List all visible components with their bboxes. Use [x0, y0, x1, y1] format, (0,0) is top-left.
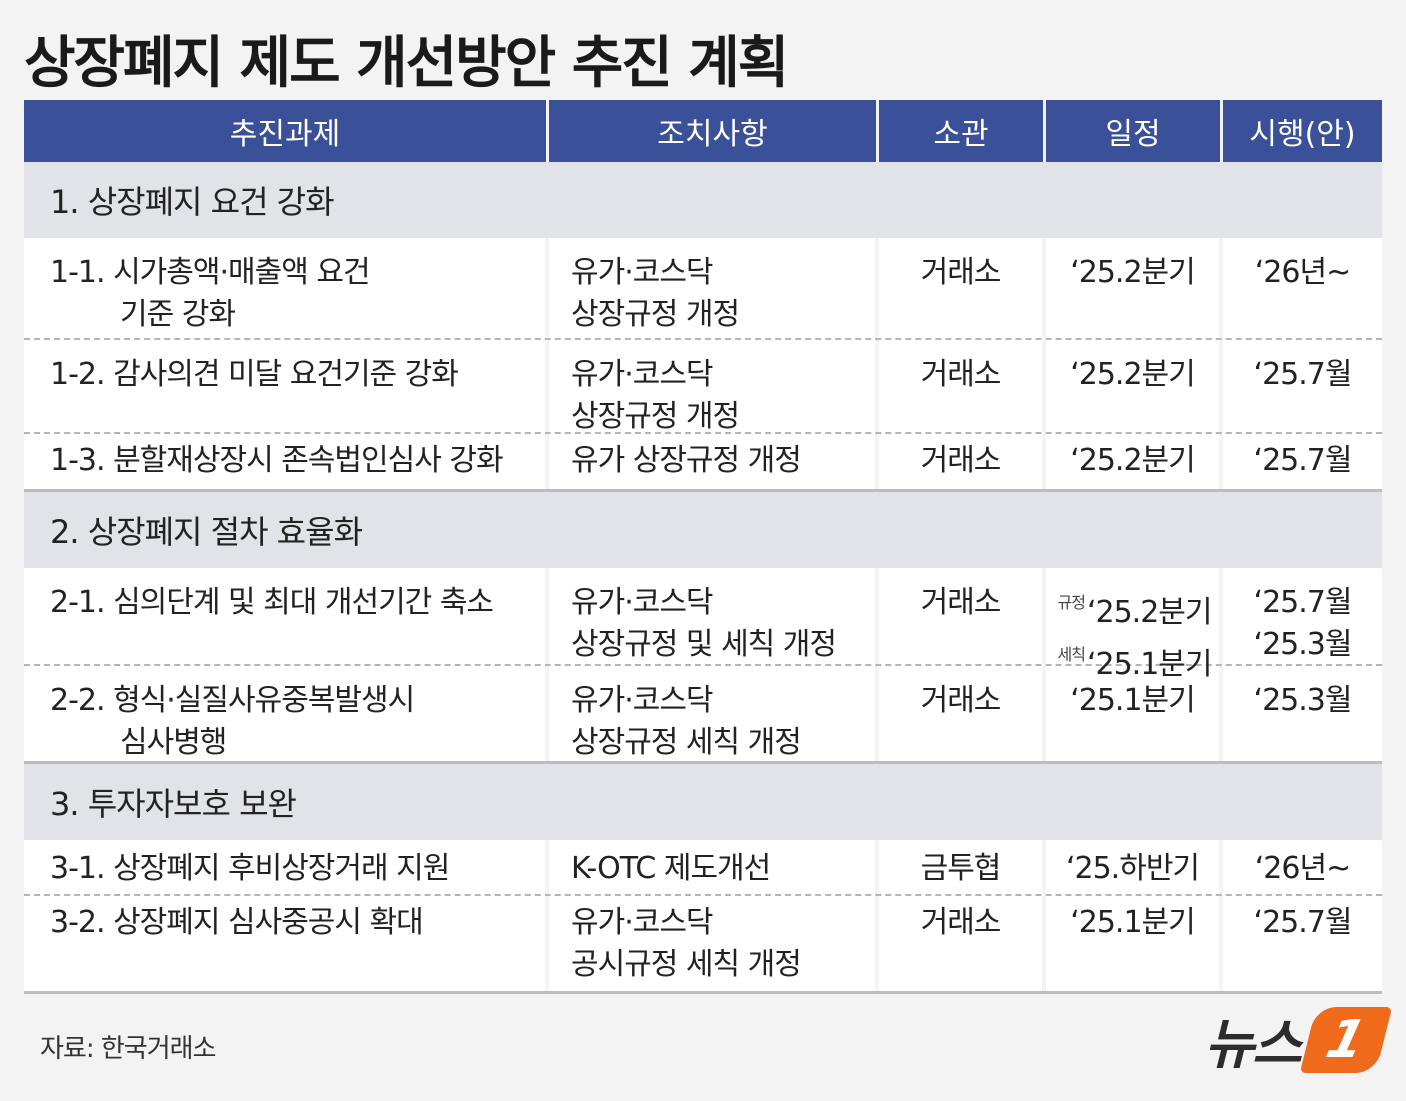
task-cell: 1-1. 시가총액·매출액 요건 기준 강화	[24, 238, 549, 338]
table-row: 3-1. 상장폐지 후비상장거래 지원 K-OTC 제도개선 금투협 ‘25.하…	[24, 840, 1382, 896]
header-task: 추진과제	[24, 100, 549, 162]
schedule-cell: ‘25.2분기	[1046, 238, 1223, 338]
action-line: 유가·코스닥	[571, 357, 714, 392]
effective-value: ‘25.3월	[1253, 627, 1353, 662]
action-cell: 유가·코스닥 상장규정 및 세칙 개정	[549, 568, 879, 664]
action-line: 유가·코스닥	[571, 255, 714, 290]
schedule-cell: 규정‘25.2분기 세칙‘25.1분기	[1046, 568, 1223, 682]
action-cell: 유가·코스닥 상장규정 개정	[549, 238, 879, 338]
action-line: 상장규정 세칙 개정	[571, 725, 802, 760]
header-action: 조치사항	[549, 100, 879, 162]
owner-cell: 거래소	[879, 340, 1046, 432]
schedule-cell: ‘25.하반기	[1046, 840, 1223, 894]
logo-mark-icon: 1	[1299, 1006, 1393, 1073]
owner-cell: 거래소	[879, 896, 1046, 991]
source-note: 자료: 한국거래소	[40, 1034, 216, 1064]
effective-value: ‘25.7월	[1253, 585, 1353, 620]
effective-cell: ‘25.7월	[1253, 905, 1353, 940]
action-line: 유가·코스닥	[571, 905, 714, 940]
effective-cell: ‘25.7월 ‘25.3월	[1223, 568, 1382, 664]
action-cell: 유가·코스닥 상장규정 개정	[549, 340, 879, 434]
section-title: 3. 투자자보호 보완	[24, 764, 1382, 840]
action-line: 유가·코스닥	[571, 585, 714, 620]
task-cell: 3-1. 상장폐지 후비상장거래 지원	[24, 840, 549, 894]
action-line: 상장규정 및 세칙 개정	[571, 627, 837, 662]
action-line: 상장규정 개정	[571, 399, 740, 434]
task-line: 2-2. 형식·실질사유중복발생시	[50, 683, 415, 718]
schedule-cell: ‘25.1분기	[1046, 896, 1223, 991]
schedule-value: ‘25.1분기	[1086, 647, 1213, 682]
table-row: 1-3. 분할재상장시 존속법인심사 강화 유가 상장규정 개정 거래소 ‘25…	[24, 434, 1382, 492]
news1-logo: 뉴스 1	[1204, 1000, 1393, 1079]
owner-cell: 거래소	[879, 434, 1046, 489]
effective-cell: ‘25.7월	[1253, 357, 1353, 392]
table-header: 추진과제 조치사항 소관 일정 시행(안)	[24, 100, 1382, 162]
section-title: 1. 상장폐지 요건 강화	[24, 162, 1382, 238]
table-row: 1-1. 시가총액·매출액 요건 기준 강화 유가·코스닥 상장규정 개정 거래…	[24, 238, 1382, 340]
action-cell: 유가·코스닥 상장규정 세칙 개정	[549, 666, 879, 761]
schedule-cell: ‘25.2분기	[1046, 340, 1223, 432]
task-cell: 1-2. 감사의견 미달 요건기준 강화	[24, 340, 549, 432]
task-line: 심사병행	[120, 725, 227, 760]
section-title: 2. 상장폐지 절차 효율화	[24, 492, 1382, 568]
task-line: 기준 강화	[120, 297, 236, 332]
effective-cell: ‘25.7월	[1253, 443, 1353, 478]
action-line: 상장규정 개정	[571, 297, 740, 332]
action-cell: 유가 상장규정 개정	[549, 434, 879, 489]
table-row: 3-2. 상장폐지 심사중공시 확대 유가·코스닥 공시규정 세칙 개정 거래소…	[24, 896, 1382, 994]
effective-cell: ‘26년~	[1254, 255, 1351, 290]
action-line: 공시규정 세칙 개정	[571, 947, 802, 982]
table-row: 1-2. 감사의견 미달 요건기준 강화 유가·코스닥 상장규정 개정 거래소 …	[24, 340, 1382, 434]
logo-text: 뉴스	[1204, 1013, 1302, 1076]
table-row: 2-2. 형식·실질사유중복발생시 심사병행 유가·코스닥 상장규정 세칙 개정…	[24, 666, 1382, 764]
schedule-tag: 세칙	[1057, 645, 1086, 664]
schedule-cell: ‘25.1분기	[1046, 666, 1223, 761]
effective-cell: ‘25.3월	[1253, 683, 1353, 718]
schedule-value: ‘25.2분기	[1086, 595, 1213, 630]
task-cell: 1-3. 분할재상장시 존속법인심사 강화	[24, 434, 549, 489]
task-cell: 2-1. 심의단계 및 최대 개선기간 축소	[24, 568, 549, 664]
header-owner: 소관	[879, 100, 1046, 162]
action-line: 유가·코스닥	[571, 683, 714, 718]
owner-cell: 거래소	[879, 666, 1046, 761]
owner-cell: 금투협	[879, 840, 1046, 894]
header-schedule: 일정	[1046, 100, 1223, 162]
schedule-tag: 규정	[1057, 593, 1086, 612]
owner-cell: 거래소	[879, 238, 1046, 338]
action-cell: K-OTC 제도개선	[549, 840, 879, 894]
task-line: 1-1. 시가총액·매출액 요건	[50, 255, 371, 290]
owner-cell: 거래소	[879, 568, 1046, 664]
header-effective: 시행(안)	[1249, 117, 1356, 152]
action-cell: 유가·코스닥 공시규정 세칙 개정	[549, 896, 879, 991]
effective-cell: ‘26년~	[1254, 851, 1351, 886]
page-title: 상장폐지 제도 개선방안 추진 계획	[24, 31, 789, 96]
table-row: 2-1. 심의단계 및 최대 개선기간 축소 유가·코스닥 상장규정 및 세칙 …	[24, 568, 1382, 682]
task-cell: 3-2. 상장폐지 심사중공시 확대	[24, 896, 549, 991]
schedule-cell: ‘25.2분기	[1046, 434, 1223, 489]
plan-table: 추진과제 조치사항 소관 일정 시행(안) 1. 상장폐지 요건 강화 1-1.…	[24, 100, 1382, 994]
task-cell: 2-2. 형식·실질사유중복발생시 심사병행	[24, 666, 549, 761]
